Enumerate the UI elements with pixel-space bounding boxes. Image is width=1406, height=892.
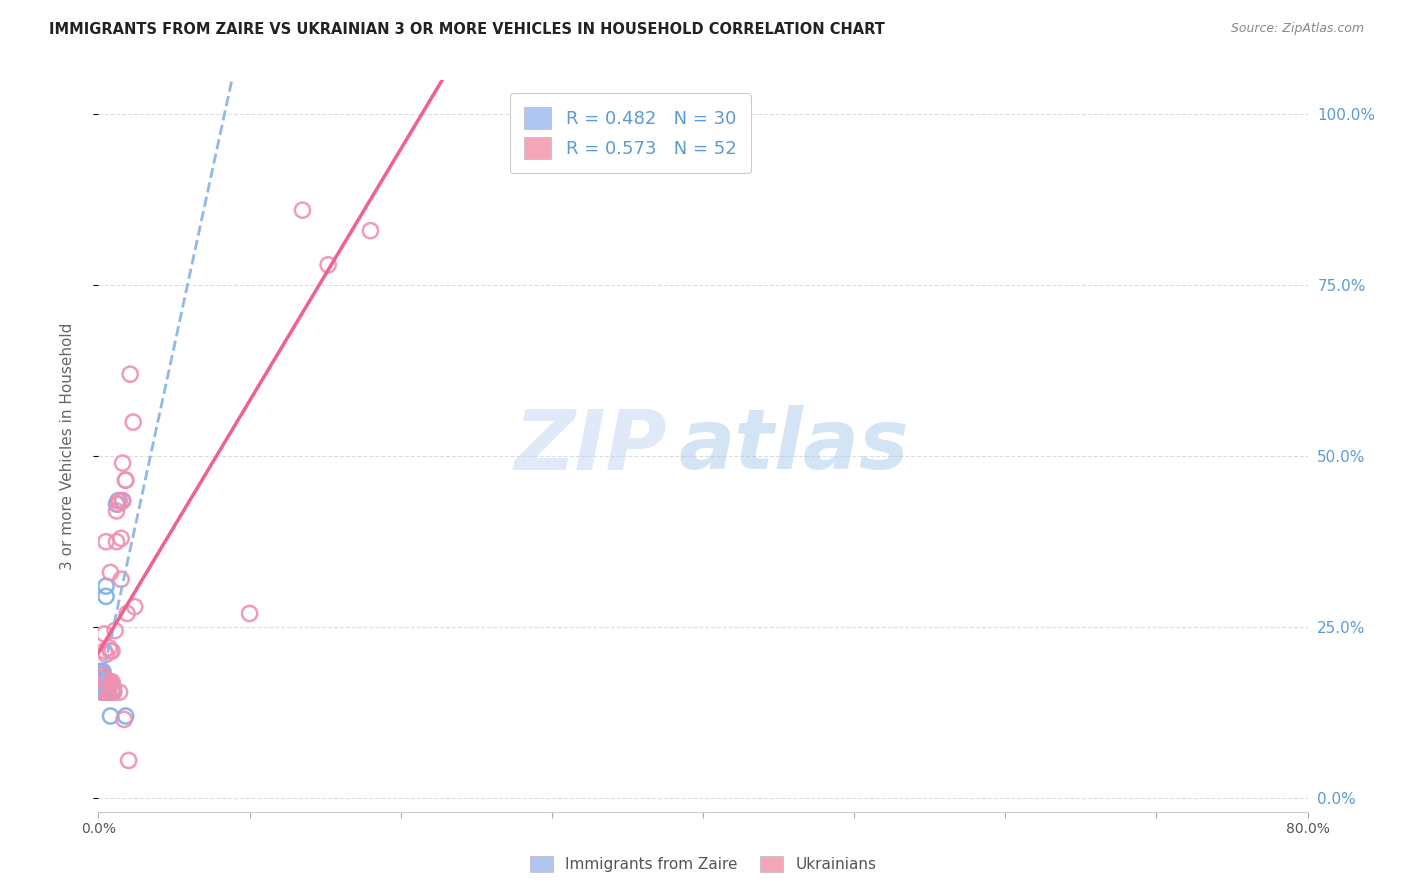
Point — [111, 493, 134, 508]
Point — [89, 672, 111, 686]
Point — [98, 674, 121, 689]
Point — [101, 644, 124, 658]
Point — [96, 685, 118, 699]
Point — [89, 678, 111, 692]
Point — [93, 678, 115, 692]
Point — [93, 678, 115, 692]
Text: ZIP: ZIP — [515, 406, 666, 486]
Point — [111, 493, 134, 508]
Point — [94, 678, 117, 692]
Legend: R = 0.482   N = 30, R = 0.573   N = 52: R = 0.482 N = 30, R = 0.573 N = 52 — [510, 93, 751, 173]
Point — [115, 607, 138, 621]
Point — [91, 685, 114, 699]
Point — [118, 754, 141, 768]
Point — [93, 685, 115, 699]
Point — [90, 678, 112, 692]
Point — [89, 678, 111, 692]
Point — [101, 674, 124, 689]
Point — [96, 678, 118, 692]
Point — [108, 685, 131, 699]
Point — [91, 668, 114, 682]
Point — [100, 566, 122, 580]
Point — [120, 368, 142, 382]
Point — [239, 607, 262, 621]
Point — [316, 258, 339, 272]
Point — [105, 497, 128, 511]
Point — [94, 648, 117, 662]
Point — [90, 678, 112, 692]
Point — [101, 685, 124, 699]
Point — [110, 531, 132, 545]
Point — [91, 668, 114, 682]
Point — [90, 672, 112, 686]
Point — [91, 674, 114, 689]
Point — [91, 672, 114, 686]
Point — [112, 713, 135, 727]
Legend: Immigrants from Zaire, Ukrainians: Immigrants from Zaire, Ukrainians — [522, 848, 884, 880]
Point — [114, 709, 136, 723]
Point — [96, 674, 118, 689]
Point — [114, 473, 136, 487]
Point — [89, 668, 111, 682]
Point — [89, 665, 111, 679]
Point — [94, 590, 117, 604]
Point — [94, 674, 117, 689]
Point — [94, 685, 117, 699]
Point — [90, 681, 112, 696]
Point — [124, 599, 146, 614]
Point — [103, 685, 125, 699]
Point — [90, 678, 112, 692]
Point — [93, 678, 115, 692]
Point — [91, 685, 114, 699]
Point — [93, 627, 115, 641]
Point — [91, 678, 114, 692]
Point — [104, 624, 127, 638]
Point — [100, 674, 122, 689]
Point — [100, 709, 122, 723]
Point — [98, 678, 121, 692]
Point — [93, 674, 115, 689]
Text: Source: ZipAtlas.com: Source: ZipAtlas.com — [1230, 22, 1364, 36]
Text: IMMIGRANTS FROM ZAIRE VS UKRAINIAN 3 OR MORE VEHICLES IN HOUSEHOLD CORRELATION C: IMMIGRANTS FROM ZAIRE VS UKRAINIAN 3 OR … — [49, 22, 886, 37]
Point — [98, 640, 121, 655]
Point — [291, 203, 314, 218]
Point — [105, 504, 128, 518]
Point — [111, 456, 134, 470]
Point — [93, 678, 115, 692]
Point — [91, 672, 114, 686]
Point — [105, 534, 128, 549]
Point — [114, 473, 136, 487]
Point — [93, 644, 115, 658]
Point — [100, 644, 122, 658]
Point — [93, 672, 115, 686]
Point — [90, 685, 112, 699]
Y-axis label: 3 or more Vehicles in Household: 3 or more Vehicles in Household — [60, 322, 75, 570]
Point — [103, 685, 125, 699]
Point — [107, 497, 129, 511]
Point — [110, 572, 132, 586]
Point — [107, 493, 129, 508]
Point — [94, 534, 117, 549]
Point — [91, 665, 114, 679]
Point — [98, 685, 121, 699]
Point — [100, 674, 122, 689]
Text: atlas: atlas — [679, 406, 910, 486]
Point — [103, 681, 125, 696]
Point — [108, 493, 131, 508]
Point — [122, 415, 145, 429]
Point — [90, 674, 112, 689]
Point — [91, 681, 114, 696]
Point — [360, 224, 382, 238]
Point — [94, 579, 117, 593]
